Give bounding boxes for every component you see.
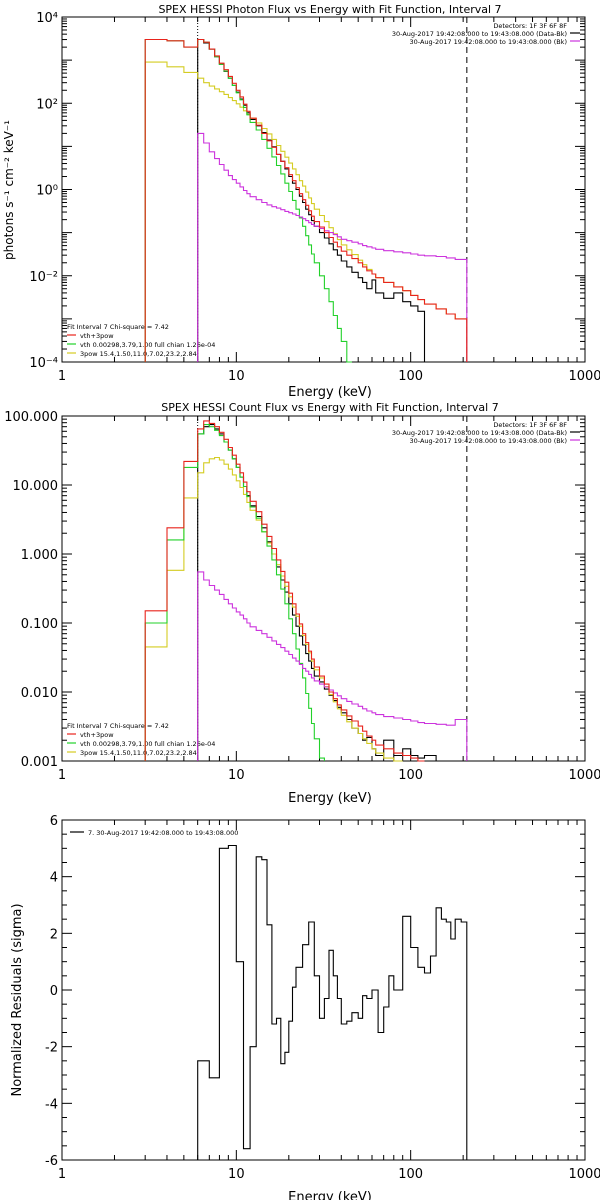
residuals-plot-area: 1 10 100 1000 -6 -4 -2 0 2 4 6: [45, 814, 600, 1182]
count-flux-legend-tr-text: 30-Aug-2017 19:42:08.000 to 19:43:08.000…: [410, 437, 567, 445]
count-flux-x-tick-label: 1: [58, 768, 66, 783]
photon-flux-legend-bl-text: vth 0.00298,3.79,1.00 full chian 1.26e-0…: [80, 341, 215, 349]
count-flux-title: SPEX HESSI Count Flux vs Energy with Fit…: [161, 401, 498, 414]
residuals-y-tick-label: -6: [45, 1154, 58, 1169]
residuals-y-tick-label: 0: [50, 984, 58, 999]
photon-flux-legend-tr-text: 30-Aug-2017 19:42:08.000 to 19:43:08.000…: [392, 30, 567, 38]
residuals-x-tick-label: 100: [398, 1167, 423, 1182]
residuals-x-tick-label: 1000: [568, 1167, 600, 1182]
count-flux-panel: SPEX HESSI Count Flux vs Energy with Fit…: [4, 401, 600, 806]
residuals-xlabel: Energy (keV): [288, 1190, 372, 1200]
photon-flux-x-tick-label: 100: [398, 369, 423, 384]
photon-flux-x-tick-label: 10: [228, 369, 245, 384]
count-flux-legend-bl-text: vth 0.00298,3.79,1.00 full chian 1.26e-0…: [80, 740, 215, 748]
count-flux-legend-tr-text: Detectors: 1F 3F 6F 8F: [493, 421, 567, 429]
count-flux-x-tick-label: 10: [228, 768, 245, 783]
residuals-legend: 7. 30-Aug-2017 19:42:08.000 to 19:43:08.…: [70, 829, 238, 837]
photon-flux-legend-tr-text: 30-Aug-2017 19:42:08.000 to 19:43:08.000…: [410, 38, 567, 46]
photon-flux-y-tick-label: 10⁻²: [29, 270, 58, 285]
photon-flux-x-tick-label: 1000: [568, 369, 600, 384]
photon-flux-title: SPEX HESSI Photon Flux vs Energy with Fi…: [158, 3, 501, 16]
photon-flux-series-vth-3pow: [144, 38, 468, 362]
photon-flux-series-vth: [144, 38, 352, 363]
photon-flux-xlabel: Energy (keV): [288, 385, 372, 400]
photon-flux-legend-bl-text: vth+3pow: [80, 332, 114, 340]
residuals-legend-text: 7. 30-Aug-2017 19:42:08.000 to 19:43:08.…: [88, 829, 238, 837]
photon-flux-y-tick-label: 10⁻⁴: [29, 356, 58, 371]
residuals-x-tick-label: 1: [58, 1167, 66, 1182]
count-flux-y-tick-label: 1.000: [21, 548, 58, 563]
residuals-panel: Normalized Residuals (sigma) Energy (keV…: [10, 814, 600, 1200]
count-flux-legend-bl-text: Fit Interval 7 Chi-square = 7.42: [67, 722, 169, 730]
count-flux-xlabel: Energy (keV): [288, 791, 372, 806]
photon-flux-legend-tr-text: Detectors: 1F 3F 6F 8F: [493, 22, 567, 30]
photon-flux-series-bk: [197, 132, 468, 362]
count-flux-plot-area: 1 10 100 1000 0.001 0.010 0.100 1.000 10.000 100.…: [4, 410, 600, 783]
photon-flux-legend-bl-text: Fit Interval 7 Chi-square = 7.42: [67, 323, 169, 331]
photon-flux-series-3pow: [144, 61, 468, 362]
photon-flux-ylabel: photons s⁻¹ cm⁻² keV⁻¹: [2, 120, 16, 260]
residuals-y-tick-label: 2: [50, 927, 58, 942]
photon-flux-plot-area: 1 10 100 1000 10⁻⁴ 10⁻² 10⁰ 10² 10⁴: [29, 11, 600, 384]
residuals-y-tick-label: -4: [45, 1097, 58, 1112]
residuals-y-tick-label: -2: [45, 1041, 58, 1056]
photon-flux-y-tick-label: 10⁴: [36, 11, 58, 26]
photon-flux-x-tick-label: 1: [58, 369, 66, 384]
residuals-series-residuals: [197, 844, 468, 1160]
photon-flux-legend-bl-text: 3pow 15.4,1.50,11.0,7.02,23.2,2.84: [80, 350, 197, 358]
residuals-ylabel: Normalized Residuals (sigma): [10, 903, 25, 1096]
photon-flux-frame: [61, 16, 586, 363]
count-flux-y-tick-label: 0.010: [21, 686, 58, 701]
count-flux-y-tick-label: 0.001: [21, 755, 58, 770]
count-flux-legend-bl-text: 3pow 15.4,1.50,11.0,7.02,23.2,2.84: [80, 749, 197, 757]
count-flux-series-3pow: [144, 456, 403, 762]
count-flux-x-tick-label: 100: [398, 768, 423, 783]
count-flux-y-tick-label: 10.000: [13, 479, 59, 494]
count-flux-x-tick-label: 1000: [568, 768, 600, 783]
count-flux-y-tick-label: 0.100: [21, 617, 58, 632]
count-flux-y-tick-label: 100.000: [4, 410, 58, 425]
count-flux-legend-bl-text: vth+3pow: [80, 731, 114, 739]
residuals-x-tick-label: 10: [228, 1167, 245, 1182]
count-flux-frame: [61, 415, 586, 762]
count-flux-series-vth-3pow: [144, 420, 425, 762]
photon-flux-panel: SPEX HESSI Photon Flux vs Energy with Fi…: [2, 3, 600, 400]
count-flux-series-bk: [197, 571, 468, 761]
residuals-frame: [61, 819, 586, 1161]
residuals-y-tick-label: 4: [50, 871, 58, 886]
count-flux-legend-tr-text: 30-Aug-2017 19:42:08.000 to 19:43:08.000…: [392, 429, 567, 437]
photon-flux-y-tick-label: 10⁰: [36, 184, 58, 199]
residuals-y-tick-label: 6: [50, 814, 58, 829]
photon-flux-y-tick-label: 10²: [36, 97, 58, 112]
count-flux-series-vth: [144, 424, 325, 761]
